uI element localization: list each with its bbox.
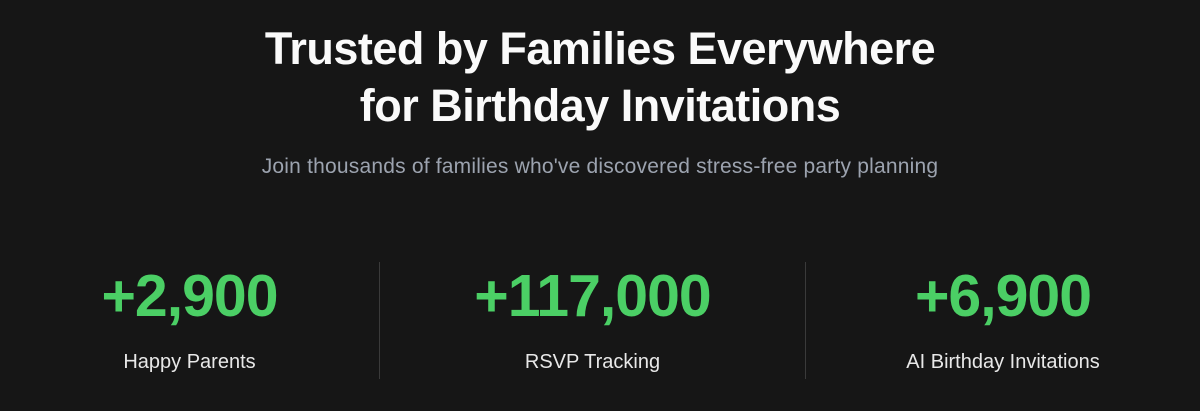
stat-value: +2,900	[101, 263, 278, 330]
vertical-divider	[379, 262, 380, 380]
vertical-divider	[805, 262, 806, 380]
stats-row: +2,900 Happy Parents +117,000 RSVP Track…	[0, 262, 1200, 380]
stat-value: +6,900	[914, 263, 1092, 330]
section-subtitle: Join thousands of families who've discov…	[261, 155, 939, 179]
stat-label: AI Birthday Invitations	[906, 351, 1100, 374]
stat-label: Happy Parents	[123, 351, 256, 374]
heading-line-1: Trusted by Families Everywhere	[264, 23, 936, 74]
section-heading: Trusted by Families Everywhere for Birth…	[0, 21, 1200, 134]
heading-line-2: for Birthday Invitations	[359, 79, 841, 131]
stat-ai-birthday-invitations: +6,900 AI Birthday Invitations	[806, 267, 1200, 374]
stat-happy-parents: +2,900 Happy Parents	[0, 267, 379, 374]
stat-value: +117,000	[474, 263, 711, 330]
stat-label: RSVP Tracking	[524, 351, 661, 374]
stat-rsvp-tracking: +117,000 RSVP Tracking	[380, 267, 805, 374]
